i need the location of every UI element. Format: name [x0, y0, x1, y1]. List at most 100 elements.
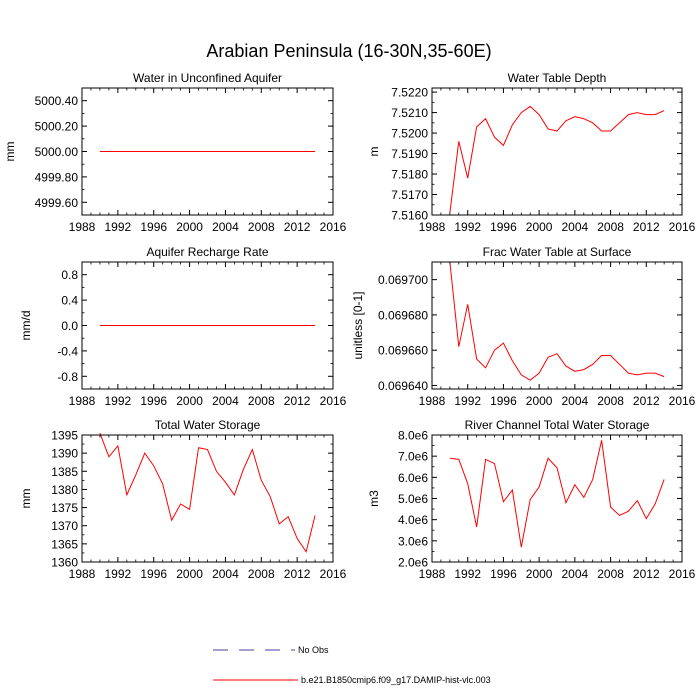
x-tick-label: 2016	[669, 220, 696, 234]
y-tick-label: 4.0e6	[398, 513, 428, 527]
x-tick-label: 1996	[490, 394, 517, 408]
x-tick-label: 1992	[454, 220, 481, 234]
plot-frame	[81, 261, 334, 390]
y-tick-label: -0.8	[57, 370, 78, 384]
panel-title: River Channel Total Water Storage	[465, 418, 650, 432]
x-tick-label: 2008	[597, 220, 624, 234]
y-tick-label: 7.5170	[391, 188, 428, 202]
x-tick-label: 1988	[69, 394, 96, 408]
x-tick-label: 2000	[526, 394, 553, 408]
x-tick-label: 2004	[562, 567, 589, 581]
y-tick-label: 1375	[51, 501, 78, 515]
series-line	[449, 440, 665, 548]
x-tick-label: 2004	[212, 567, 239, 581]
x-tick-label: 1996	[490, 567, 517, 581]
x-tick-label: 2004	[562, 394, 589, 408]
x-tick-label: 1992	[454, 567, 481, 581]
y-tick-label: 2.0e6	[398, 556, 428, 570]
x-tick-label: 1996	[140, 567, 167, 581]
y-tick-label: 1380	[51, 483, 78, 497]
x-tick-label: 2016	[669, 394, 696, 408]
x-tick-label: 2016	[669, 567, 696, 581]
y-tick-label: 0.069700	[378, 273, 428, 287]
x-tick-label: 2016	[320, 394, 347, 408]
series-line	[449, 261, 665, 381]
panel-title: Aquifer Recharge Rate	[146, 245, 268, 259]
y-tick-label: 5000.20	[35, 120, 79, 134]
x-tick-label: 1992	[105, 567, 132, 581]
legend: No Obs b.e21.B1850cmip6.f09_g17.DAMIP-hi…	[213, 645, 491, 685]
y-tick-label: 7.5190	[391, 147, 428, 161]
panel-title: Water in Unconfined Aquifer	[133, 71, 282, 85]
y-tick-label: 1365	[51, 537, 78, 551]
y-axis-label: m3	[367, 490, 381, 507]
plot-frame	[81, 434, 334, 563]
y-tick-label: 1390	[51, 447, 78, 461]
x-tick-label: 2016	[320, 567, 347, 581]
y-axis-label: m	[367, 147, 381, 157]
legend-label-model: b.e21.B1850cmip6.f09_g17.DAMIP-hist-vlc.…	[301, 675, 491, 685]
figure-title: Arabian Peninsula (16-30N,35-60E)	[206, 41, 491, 61]
series-line	[99, 433, 316, 554]
x-tick-label: 1988	[419, 220, 446, 234]
panel-3: Aquifer Recharge Rate 1988 1992 1996 2000 200…	[19, 245, 347, 408]
x-tick-label: 2004	[562, 220, 589, 234]
x-tick-label: 2016	[320, 220, 347, 234]
x-tick-label: 1992	[105, 394, 132, 408]
y-axis-label: mm/d	[19, 311, 33, 341]
x-tick-label: 1988	[69, 567, 96, 581]
panel-title: Frac Water Table at Surface	[483, 245, 632, 259]
y-tick-label: 7.5200	[391, 127, 428, 141]
plot-frame	[431, 261, 683, 390]
x-tick-label: 2004	[212, 220, 239, 234]
x-tick-label: 2012	[284, 394, 311, 408]
y-tick-label: 5.0e6	[398, 492, 428, 506]
x-tick-label: 2000	[176, 567, 203, 581]
y-axis-label: unitless [0-1]	[351, 291, 365, 359]
panel-5: Total Water Storage 1988 1992 1996 2000 2004 2…	[19, 418, 347, 581]
plot-frame	[81, 87, 334, 216]
plot-frame	[431, 87, 683, 216]
x-tick-label: 1988	[419, 394, 446, 408]
y-tick-label: 0.8	[61, 268, 78, 282]
y-tick-label: 7.0e6	[398, 450, 428, 464]
x-tick-label: 2000	[526, 567, 553, 581]
x-tick-label: 1992	[454, 394, 481, 408]
x-tick-label: 2000	[176, 394, 203, 408]
panel-title: Water Table Depth	[508, 71, 607, 85]
y-tick-label: 1395	[51, 429, 78, 443]
y-tick-label: 5000.00	[35, 145, 79, 159]
y-tick-label: 0.069680	[378, 308, 428, 322]
panel-1: Water in Unconfined Aquifer 1988 1992 1996 2…	[3, 71, 347, 234]
x-tick-label: 2012	[284, 220, 311, 234]
x-tick-label: 2012	[633, 220, 660, 234]
y-tick-label: 0.0	[61, 319, 78, 333]
panel-2: Water Table Depth 1988 1992 1996 2000 2004 200…	[367, 71, 696, 234]
legend-label-no-obs: No Obs	[298, 645, 329, 655]
x-tick-label: 2012	[633, 567, 660, 581]
y-tick-label: 4999.80	[35, 170, 79, 184]
y-tick-label: -0.4	[57, 344, 78, 358]
x-tick-label: 1988	[69, 220, 96, 234]
x-tick-label: 1996	[140, 220, 167, 234]
y-axis-label: mm	[3, 142, 17, 162]
x-tick-label: 2012	[633, 394, 660, 408]
x-tick-label: 2000	[526, 220, 553, 234]
x-tick-label: 1996	[490, 220, 517, 234]
x-tick-label: 2008	[597, 567, 624, 581]
y-tick-label: 1370	[51, 519, 78, 533]
y-tick-label: 4999.60	[35, 196, 79, 210]
y-tick-label: 7.5160	[391, 209, 428, 223]
y-tick-label: 0.4	[61, 294, 78, 308]
x-tick-label: 1988	[419, 567, 446, 581]
panel-4: Frac Water Table at Surface 1988 1992 1996 2…	[351, 245, 696, 408]
x-tick-label: 2008	[597, 394, 624, 408]
y-tick-label: 8.0e6	[398, 429, 428, 443]
y-tick-label: 0.069640	[378, 379, 428, 393]
y-tick-label: 1360	[51, 556, 78, 570]
panel-title: Total Water Storage	[155, 418, 261, 432]
x-tick-label: 2004	[212, 394, 239, 408]
x-tick-label: 2008	[248, 567, 275, 581]
